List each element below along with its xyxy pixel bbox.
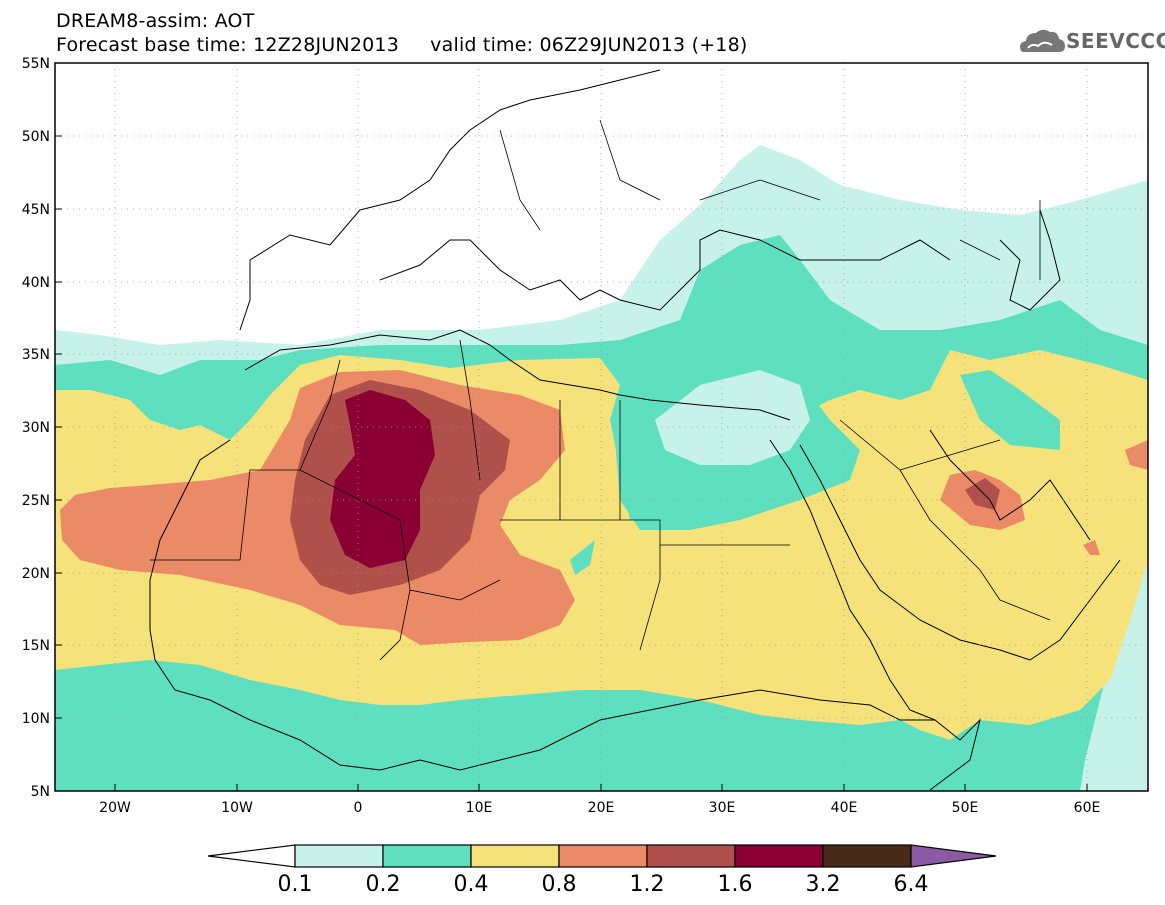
lon-label: 20W	[99, 800, 131, 816]
colorbar-swatch	[646, 844, 736, 868]
africa-coastline	[149, 439, 981, 791]
axis-ticks	[55, 62, 1088, 792]
lon-label: 40E	[831, 800, 858, 816]
lon-label: 0	[354, 800, 363, 816]
lat-labels: 5N 10N 15N 20N 25N 30N 35N 40N 45N 50N 5…	[22, 56, 50, 800]
colorbar-label: 3.2	[805, 872, 841, 897]
lat-label: 10N	[22, 711, 50, 727]
colorbar-under-triangle	[207, 844, 296, 868]
colorbar-label: 6.4	[893, 872, 929, 897]
aot-1.6-band	[330, 390, 435, 568]
lat-label: 45N	[22, 202, 50, 218]
colorbar-label: 0.1	[277, 872, 313, 897]
colorbar-swatch	[470, 844, 560, 868]
lon-label: 20E	[588, 800, 615, 816]
colorbar	[207, 844, 997, 868]
coastlines-and-borders	[149, 69, 1121, 791]
lon-label: 60E	[1074, 800, 1101, 816]
aot-1.2-band	[290, 380, 1000, 595]
lon-label: 10E	[466, 800, 493, 816]
colorbar-swatch	[558, 844, 648, 868]
north-africa-coast	[244, 329, 791, 421]
colorbar-over-triangle	[910, 844, 997, 868]
forecast-times: Forecast base time: 12Z28JUN2013 valid t…	[56, 34, 748, 56]
lat-label: 20N	[22, 566, 50, 582]
colorbar-swatch	[734, 844, 824, 868]
lon-label: 50E	[952, 800, 979, 816]
lat-label: 15N	[22, 638, 50, 654]
map-title: DREAM8-assim: AOT	[56, 10, 255, 32]
lat-label: 30N	[22, 420, 50, 436]
colorbar-label: 1.2	[629, 872, 665, 897]
colorbar-swatch	[822, 844, 912, 868]
colorbar-swatch	[382, 844, 472, 868]
country-borders	[150, 119, 1051, 661]
aot-fields	[55, 145, 1148, 791]
caspian-coast	[999, 209, 1061, 311]
colorbar-label: 0.8	[541, 872, 577, 897]
colorbar-swatch	[294, 844, 384, 868]
colorbar-label: 0.4	[453, 872, 489, 897]
lat-label: 55N	[22, 56, 50, 72]
colorbar-label: 0.2	[365, 872, 401, 897]
lon-label: 30E	[709, 800, 736, 816]
lon-labels: 20W 10W 0 10E 20E 30E 40E 50E 60E	[99, 800, 1100, 816]
lat-label: 50N	[22, 129, 50, 145]
logo-text: SEEVCCC	[1066, 29, 1165, 53]
lat-label: 25N	[22, 493, 50, 509]
red-sea-coast	[769, 439, 1121, 721]
cloud-icon	[1020, 29, 1065, 52]
lat-label: 5N	[31, 784, 50, 800]
lon-label: 10W	[221, 800, 253, 816]
europe-coastline	[239, 69, 951, 331]
graticule	[55, 63, 1148, 791]
colorbar-label: 1.6	[717, 872, 753, 897]
lat-label: 40N	[22, 275, 50, 291]
lat-label: 35N	[22, 347, 50, 363]
